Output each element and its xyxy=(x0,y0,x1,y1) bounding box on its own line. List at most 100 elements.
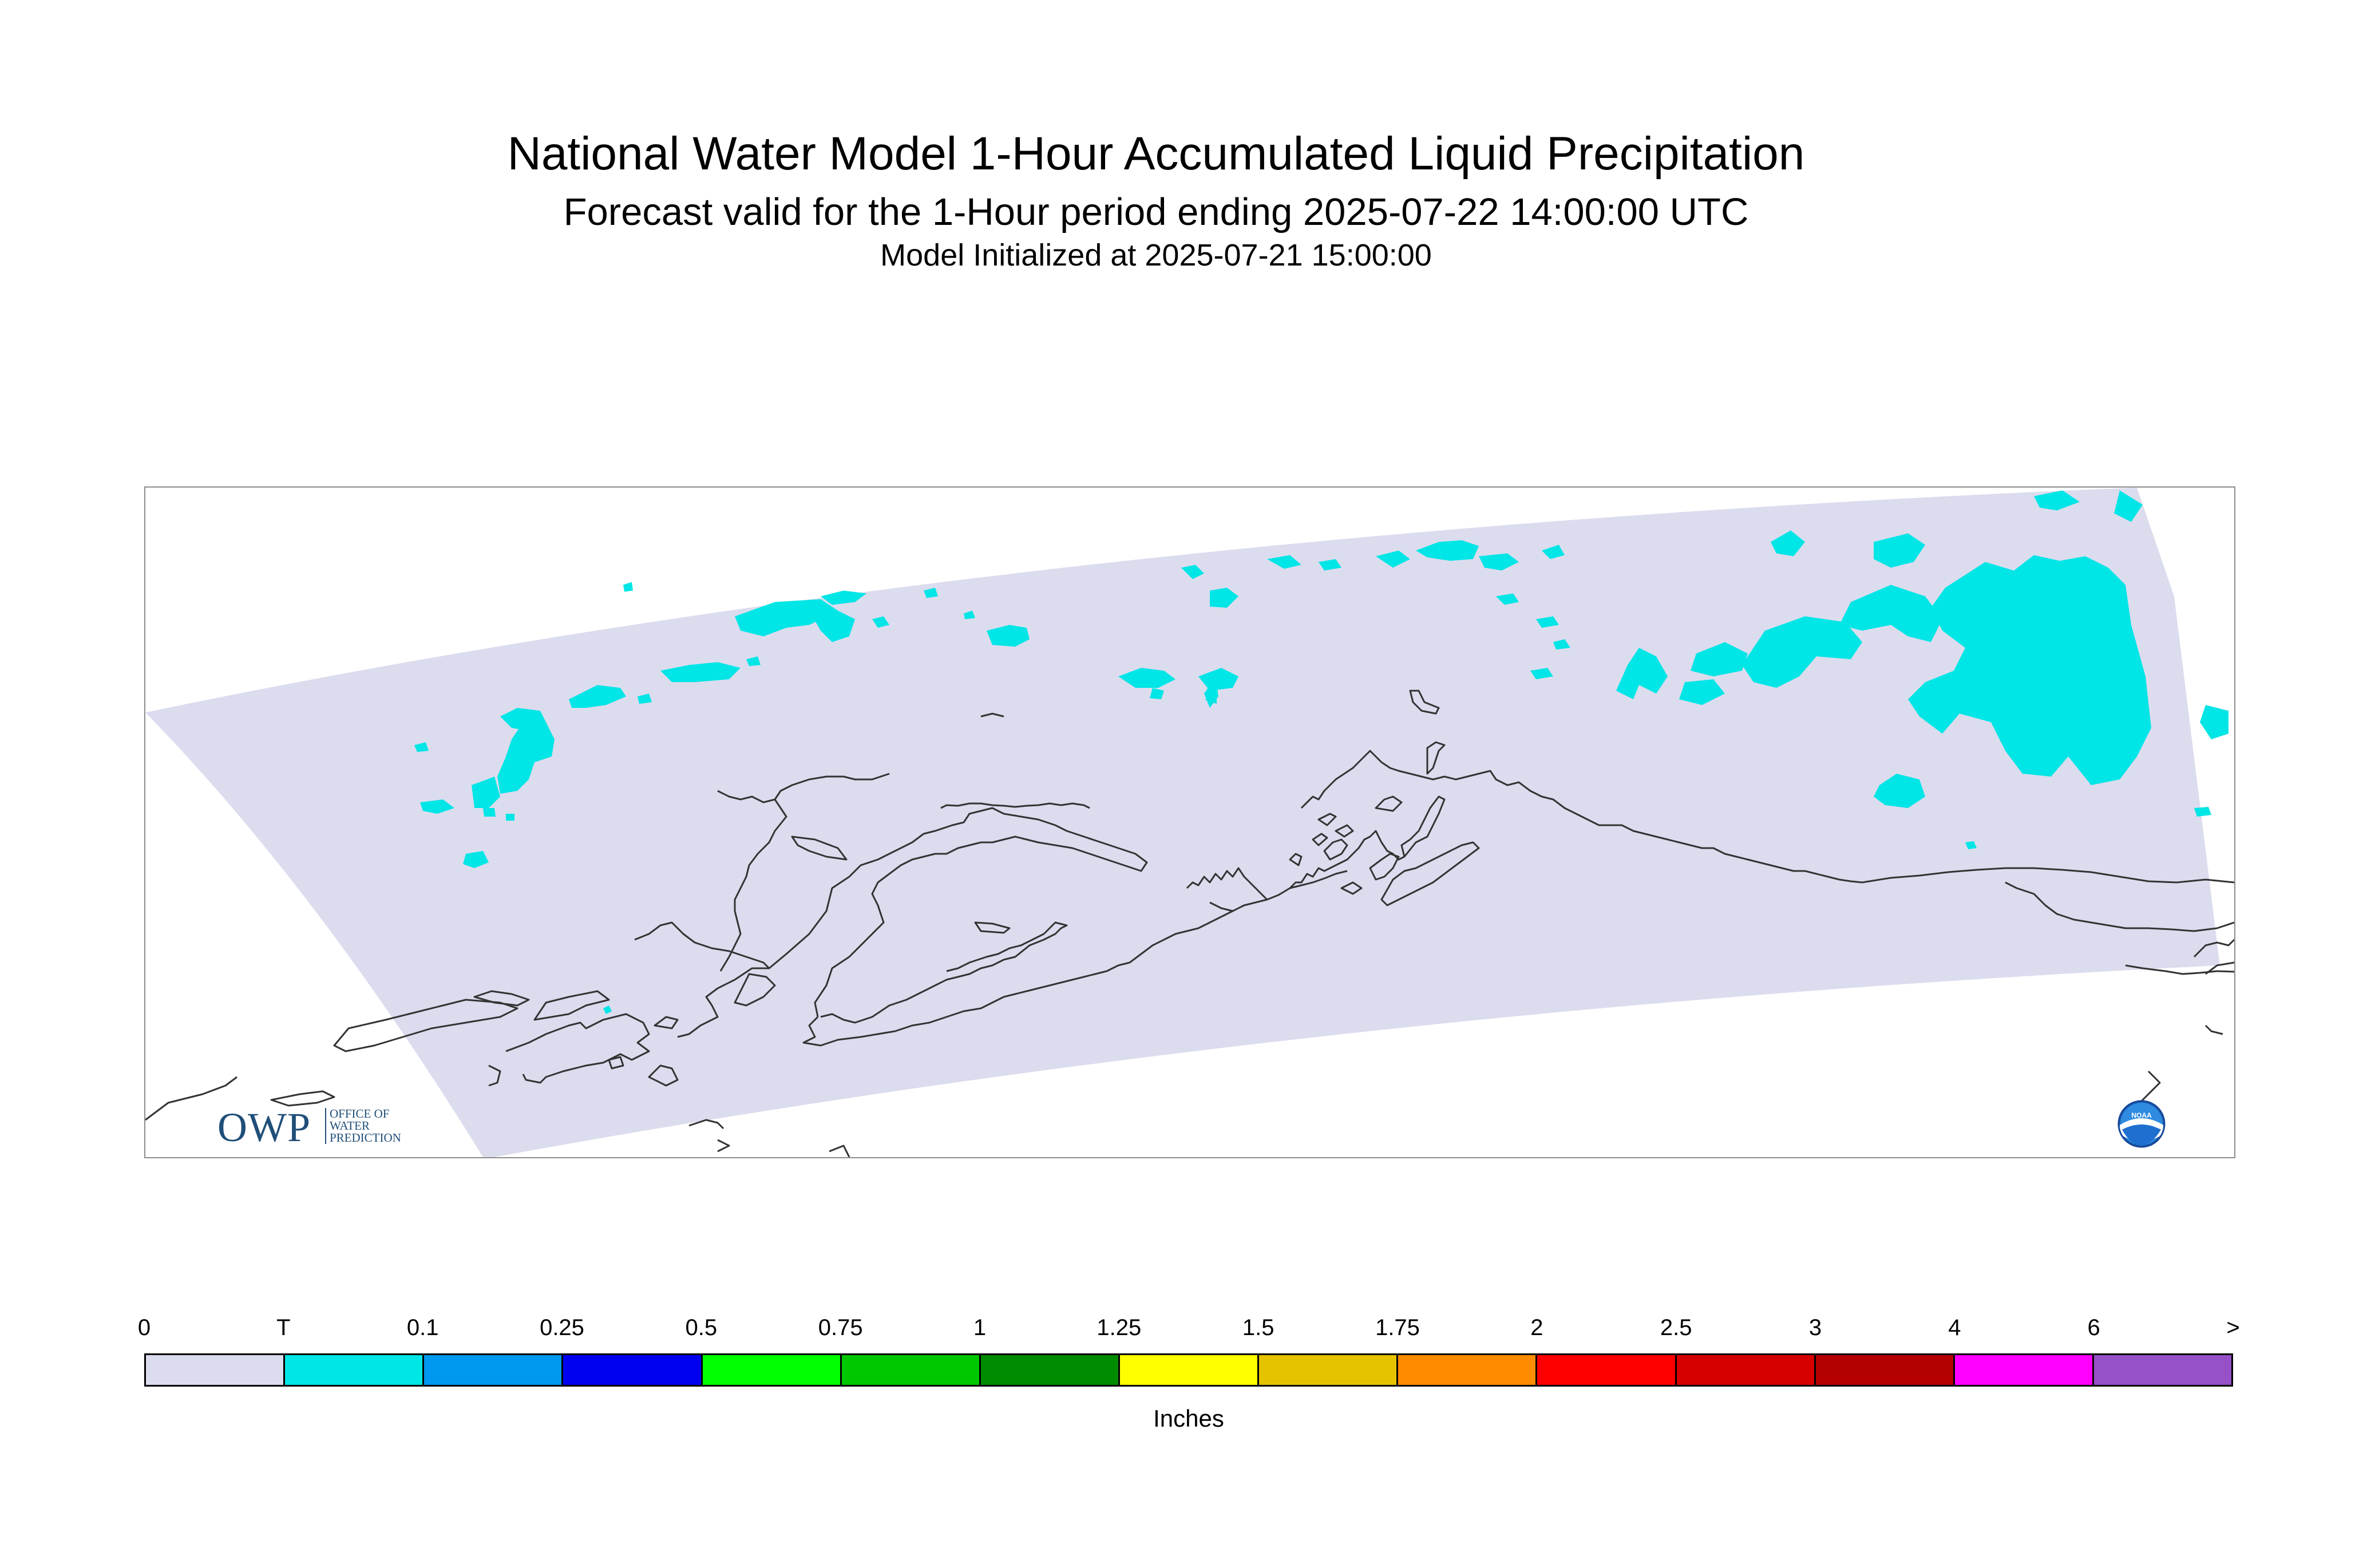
owp-logo-letters: OWP xyxy=(217,1104,311,1150)
coastline xyxy=(1317,813,1337,826)
precip-area xyxy=(1542,545,1565,559)
precip-area xyxy=(809,611,855,642)
coastline xyxy=(2125,964,2234,975)
owp-logo-subtitle: OFFICE OF WATER PREDICTION xyxy=(325,1108,433,1144)
precip-area xyxy=(924,588,938,598)
coastline xyxy=(774,773,890,800)
coastline xyxy=(2193,939,2234,958)
precip-area xyxy=(2194,807,2211,817)
coastline xyxy=(648,1064,679,1087)
precip-area xyxy=(746,656,761,666)
precip-area xyxy=(1416,540,1479,561)
coastline xyxy=(333,999,518,1052)
precip-area xyxy=(2034,490,2080,510)
model-domain xyxy=(145,488,2220,1157)
precip-area xyxy=(872,616,889,628)
precip-area xyxy=(463,851,489,868)
legend-tick-label: 0.5 xyxy=(685,1315,718,1340)
legend-tick-label: 0 xyxy=(137,1315,151,1340)
precip-area xyxy=(1204,698,1217,704)
legend-tick-label: 1 xyxy=(973,1315,987,1340)
precip-area xyxy=(2200,705,2228,739)
legend-swatch xyxy=(1954,1355,2094,1385)
precip-area xyxy=(1479,553,1519,571)
legend-units-label: Inches xyxy=(1153,1405,1224,1432)
precip-area xyxy=(1616,648,1668,699)
precip-area xyxy=(821,591,866,605)
precip-area xyxy=(472,777,500,808)
legend-tick-label: 6 xyxy=(2087,1315,2100,1340)
coastline xyxy=(802,870,1348,1047)
coastline xyxy=(533,990,610,1021)
coastline xyxy=(1369,853,1400,881)
legend-swatch xyxy=(1676,1355,1816,1385)
legend-swatch xyxy=(1537,1355,1677,1385)
legend-swatch xyxy=(980,1355,1120,1385)
coastline xyxy=(1862,867,2234,884)
coastlines xyxy=(145,690,2234,1157)
noaa-emblem-icon xyxy=(2117,1100,2166,1148)
legend-tick-label: 2.5 xyxy=(1660,1315,1692,1340)
precip-area xyxy=(569,685,626,708)
legend-swatch xyxy=(563,1355,703,1385)
precip-area xyxy=(483,808,496,817)
map-title: National Water Model 1-Hour Accumulated … xyxy=(507,128,1805,180)
noaa-logo: NOAA xyxy=(2117,1100,2166,1148)
coastline xyxy=(1323,838,1348,861)
precip-area xyxy=(660,662,741,682)
precip-area xyxy=(1536,616,1559,628)
coastline xyxy=(1426,741,1446,775)
forecast-valid-subtitle: Forecast valid for the 1-Hour period end… xyxy=(563,191,1749,233)
coastline xyxy=(473,990,530,1007)
coastline xyxy=(734,973,776,1007)
legend-swatch xyxy=(841,1355,981,1385)
coastline xyxy=(2204,1024,2223,1035)
coastline xyxy=(1289,853,1303,866)
coastline xyxy=(1312,833,1328,846)
precip-area xyxy=(638,694,652,704)
legend-swatch xyxy=(1119,1355,1260,1385)
coastline xyxy=(791,836,848,861)
coastline xyxy=(1300,750,1863,884)
map-panel: OWP OFFICE OF WATER PREDICTION NOAA xyxy=(144,486,2235,1158)
precip-area xyxy=(603,1005,612,1014)
coastline xyxy=(608,1056,624,1070)
legend-tick-label: 3 xyxy=(1808,1315,1822,1340)
coastline xyxy=(974,921,1011,934)
coastline xyxy=(1380,841,1480,906)
coastline xyxy=(654,1016,679,1030)
owp-logo: OWP OFFICE OF WATER PREDICTION xyxy=(217,1104,435,1150)
precip-area xyxy=(1679,679,1725,705)
legend-tick-label: 1.25 xyxy=(1097,1315,1142,1340)
precipitation-map xyxy=(145,488,2234,1157)
precip-area xyxy=(1496,593,1519,605)
precip-area xyxy=(2114,490,2143,522)
legend-tick-label: T xyxy=(276,1315,291,1340)
precip-area xyxy=(506,814,514,821)
legend-tick-label: 1.5 xyxy=(1242,1315,1274,1340)
coastline xyxy=(940,802,1090,809)
precip-area xyxy=(1198,668,1238,691)
precip-area xyxy=(1376,551,1410,568)
precip-area xyxy=(497,722,555,794)
coastline xyxy=(634,921,770,1038)
precip-area xyxy=(964,611,975,619)
precip-area xyxy=(1267,555,1301,569)
coastline xyxy=(980,712,1004,718)
legend-tick-label: 2 xyxy=(1530,1315,1543,1340)
coastline xyxy=(1335,824,1354,838)
coastline xyxy=(820,921,1068,1024)
precip-area xyxy=(623,582,633,592)
precip-area xyxy=(1771,530,1805,556)
precip-area xyxy=(1181,565,1204,579)
coastline xyxy=(1400,795,1446,858)
coastline xyxy=(717,1139,730,1153)
coastline xyxy=(1340,881,1363,895)
coastline xyxy=(505,1013,650,1084)
legend-tick-labels: 0 T 0.1 0.25 0.5 0.75 1 1.25 1.5 1.75 2 2.5 3 4 6 > xyxy=(0,1315,2375,1349)
coastline xyxy=(769,807,1148,1017)
legend-swatch xyxy=(424,1355,564,1385)
legend-swatch xyxy=(146,1355,286,1385)
model-init-subtitle: Model Initialized at 2025-07-21 15:00:00 xyxy=(880,238,1432,272)
legend-tick-label: 0.1 xyxy=(406,1315,439,1340)
